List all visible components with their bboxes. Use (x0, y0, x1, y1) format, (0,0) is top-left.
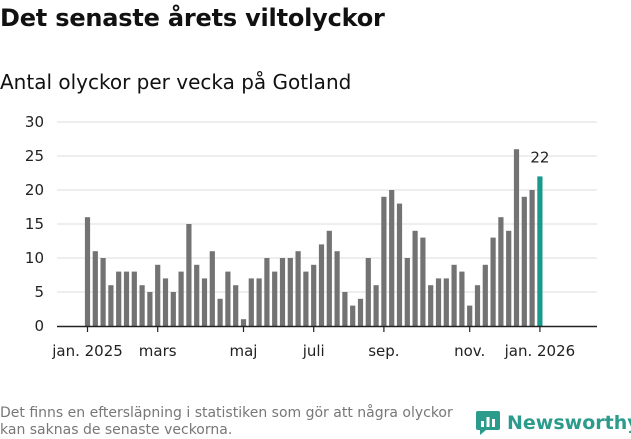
bar (396, 203, 403, 326)
y-tick-label: 10 (25, 249, 44, 267)
bar-highlight (537, 176, 543, 326)
newsworthy-logo-icon (476, 411, 500, 435)
bar (521, 196, 527, 326)
bar (498, 217, 504, 326)
y-tick-label: 30 (25, 113, 44, 131)
bar (318, 244, 325, 326)
bar-chart: 0 5 10 15 20 25 30 22 jan. 2025 mars maj juli sep. no… (25, 113, 597, 360)
bar (295, 251, 301, 326)
bar (279, 258, 286, 326)
bar (326, 230, 332, 326)
x-tick-label: mars (139, 342, 177, 360)
bar (357, 298, 364, 326)
bar (225, 271, 231, 326)
bar (201, 278, 208, 326)
chart-title: Det senaste årets viltolyckor (0, 4, 385, 32)
bar (303, 271, 309, 326)
y-tick-label: 0 (34, 317, 44, 335)
bar (311, 264, 317, 326)
bar (482, 264, 488, 326)
bar (155, 264, 161, 326)
y-tick-label: 25 (25, 147, 44, 165)
bar (147, 292, 153, 326)
bar (365, 258, 371, 326)
x-tick-label: jan. 2025 (51, 342, 123, 360)
x-tick-label: juli (302, 342, 325, 360)
bar (248, 278, 254, 326)
y-tick-label: 20 (25, 181, 44, 199)
bar (209, 251, 215, 326)
bar (240, 319, 247, 326)
bar (116, 271, 122, 326)
bar (373, 285, 379, 326)
bar (435, 278, 442, 326)
x-tick-label: maj (230, 342, 258, 360)
brand-logo: Newsworthy (476, 408, 631, 438)
bar (233, 285, 239, 326)
bar (389, 190, 395, 326)
y-tick-label: 5 (34, 283, 44, 301)
brand-name: Newsworthy (507, 412, 631, 434)
bar (256, 278, 262, 326)
bar (123, 271, 130, 326)
bar (131, 271, 137, 326)
bar (139, 285, 145, 326)
bar (287, 258, 293, 326)
bar (420, 237, 426, 326)
bar (490, 237, 496, 326)
bar (342, 292, 348, 326)
bar (404, 258, 410, 326)
bar (513, 149, 520, 326)
bar (467, 305, 473, 326)
bar (529, 190, 535, 326)
footer-note: Det finns en eftersläpning i statistiken… (0, 405, 453, 438)
chart-subtitle: Antal olyckor per vecka på Gotland (0, 70, 352, 94)
bar (381, 196, 387, 326)
bar (162, 278, 169, 326)
bar (412, 230, 418, 326)
bar (108, 285, 114, 326)
data-label: 22 (530, 148, 549, 166)
bar (217, 298, 223, 326)
x-tick-label: jan. 2026 (504, 342, 576, 360)
bar (178, 271, 184, 326)
bar (334, 251, 340, 326)
y-tick-label: 15 (25, 215, 44, 233)
x-tick-label: nov. (454, 342, 485, 360)
bar (264, 258, 270, 326)
bar (92, 251, 98, 326)
bar (350, 305, 356, 326)
bar (474, 285, 481, 326)
bar (443, 278, 449, 326)
bar (84, 217, 91, 326)
bar (272, 271, 278, 326)
bar (428, 285, 434, 326)
bar (100, 258, 106, 326)
bar (451, 264, 457, 326)
bar (459, 271, 465, 326)
bar (170, 292, 176, 326)
bar (194, 264, 200, 326)
bar (186, 224, 192, 326)
x-tick-label: sep. (368, 342, 399, 360)
bar (506, 230, 512, 326)
